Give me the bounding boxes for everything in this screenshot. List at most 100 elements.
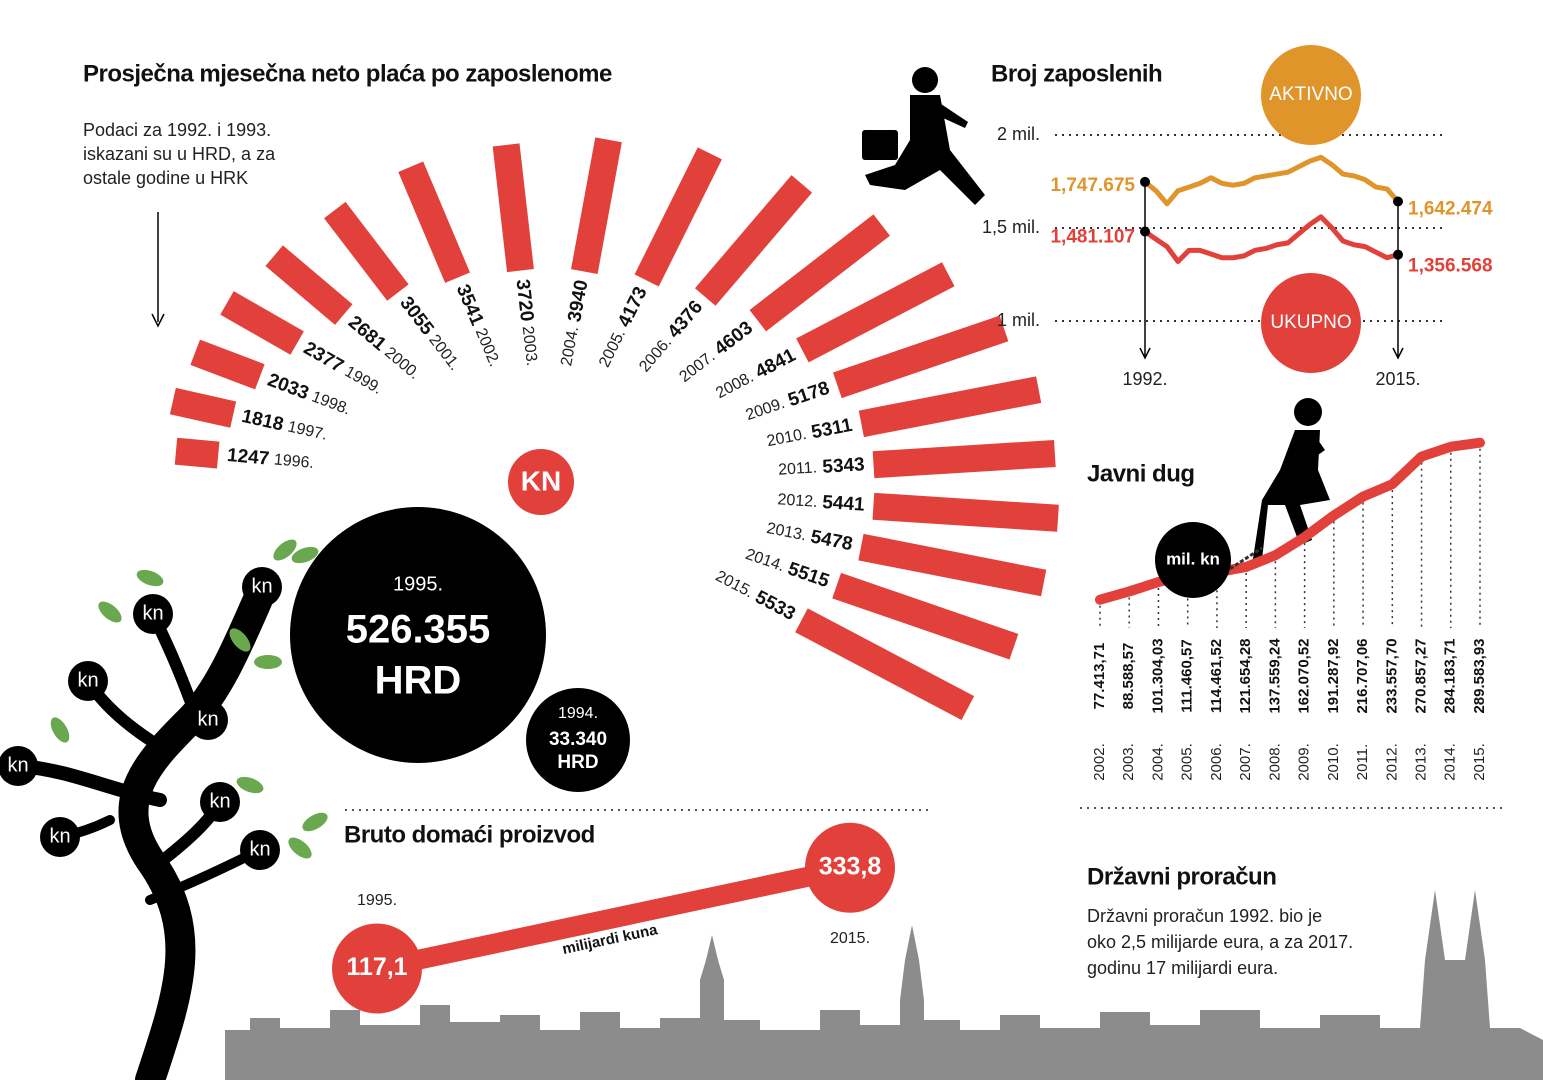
coin-label: kn <box>142 602 163 624</box>
value-label: 117,1 <box>346 953 407 981</box>
bar-year-label: 2010. <box>765 426 808 450</box>
bar-year-label: 2006. <box>636 334 675 376</box>
bar <box>749 214 890 332</box>
bar <box>833 315 1009 399</box>
coin-label: kn <box>7 754 28 776</box>
bar <box>324 201 409 301</box>
climbing-woman <box>1252 398 1330 565</box>
value-label: 191.287,92 <box>1325 638 1342 713</box>
bubble <box>290 507 546 763</box>
bar <box>398 161 470 283</box>
bar-value-label: 2377 <box>300 338 347 377</box>
bar-year-label: 2009. <box>744 395 787 424</box>
bar-value-label: 3541 <box>452 282 488 330</box>
bubble-year: 1994. <box>558 705 598 722</box>
y-tick-label: 1,5 mil. <box>982 217 1040 237</box>
bar-year-label: 1996. <box>273 451 314 472</box>
tree <box>13 575 277 1085</box>
bar <box>796 262 955 363</box>
bar-value-label: 5533 <box>752 587 799 625</box>
bar-value-label: 4376 <box>664 297 707 343</box>
value-label: 114.461,52 <box>1208 639 1225 713</box>
value-label: 111.460,57 <box>1179 639 1196 712</box>
legend-badge <box>1261 45 1361 145</box>
x-tick-label: 2014. <box>1442 743 1459 781</box>
x-tick-label: 1992. <box>1122 369 1167 389</box>
x-tick-label: 2010. <box>1325 743 1342 781</box>
bar <box>858 533 1047 597</box>
coin <box>188 700 228 740</box>
legend-label: UKUPNO <box>1270 312 1351 333</box>
x-tick-label: 2008. <box>1266 743 1283 781</box>
value-label: 333,8 <box>819 852 882 880</box>
bar <box>872 492 1059 532</box>
coin-label: kn <box>77 669 98 691</box>
dot <box>805 822 895 913</box>
x-tick-label: 2003. <box>1120 743 1137 781</box>
bar-value-label: 3720 <box>512 278 538 322</box>
legend-label: AKTIVNO <box>1269 84 1352 105</box>
coin-label: kn <box>197 708 218 730</box>
year-label: 1995. <box>357 892 397 909</box>
bar-value-label: 5178 <box>785 378 832 412</box>
unit-badge <box>508 449 574 515</box>
x-tick-label: 2009. <box>1296 743 1313 781</box>
bar-value-label: 5441 <box>822 492 866 516</box>
coin <box>40 817 80 857</box>
budget-text: Državni proračun 1992. bio je <box>1087 906 1322 926</box>
y-tick-label: 2 mil. <box>997 124 1040 144</box>
value-label: 88.588,57 <box>1120 643 1137 710</box>
bubble-unit: HRD <box>375 659 462 703</box>
bubble-unit: HRD <box>557 752 598 773</box>
bar <box>571 137 622 274</box>
line <box>1143 154 1400 207</box>
value-label: 101.304,03 <box>1149 638 1166 713</box>
coin-label: kn <box>249 838 270 860</box>
bar-value-label: 1818 <box>240 406 286 436</box>
bar-year-label: 2002. <box>472 326 503 370</box>
bar-year-label: 2015. <box>713 568 756 602</box>
ball <box>1155 522 1231 598</box>
coin <box>240 830 280 870</box>
bar <box>174 437 220 469</box>
bar-year-label: 2013. <box>765 520 808 544</box>
bar <box>220 291 304 355</box>
chart-note: iskazani su u HRD, a za <box>83 144 276 164</box>
budget-text: oko 2,5 milijarde eura, a za 2017. <box>1087 932 1353 952</box>
bar-year-label: 1998. <box>309 388 352 418</box>
x-tick-label: 2004. <box>1149 743 1166 781</box>
value-label: 77.413,71 <box>1091 643 1108 710</box>
x-tick-label: 2002. <box>1091 743 1108 781</box>
bar-value-label: 5343 <box>822 454 865 478</box>
x-tick-label: 2011. <box>1354 744 1371 780</box>
bar-year-label: 2001. <box>425 332 463 374</box>
x-tick-label: 2015. <box>1375 369 1420 389</box>
x-tick-label: 2005. <box>1179 743 1196 781</box>
bar <box>872 440 1056 479</box>
bar-value-label: 1247 <box>226 445 270 470</box>
bar-value-label: 2033 <box>265 370 312 405</box>
value-label: 216.707,06 <box>1354 638 1371 713</box>
bar-value-label: 3055 <box>395 293 438 340</box>
y-tick-label: 1 mil. <box>997 310 1040 330</box>
coin <box>200 782 240 822</box>
bar-value-label: 3940 <box>564 278 592 323</box>
x-tick-label: 2012. <box>1383 743 1400 781</box>
bar <box>694 175 813 306</box>
tree-leaves <box>50 539 328 859</box>
bar-year-label: 2012. <box>777 491 818 511</box>
bar <box>190 339 265 390</box>
value-label: 1,356.568 <box>1408 256 1493 277</box>
running-man <box>862 67 985 205</box>
bar-year-label: 1999. <box>342 363 385 398</box>
value-label: 121.654,28 <box>1237 638 1254 713</box>
value-label: 289.583,93 <box>1471 638 1488 713</box>
chain <box>1224 546 1263 574</box>
chart-title: Bruto domaći proizvod <box>344 821 595 848</box>
bar-year-label: 2007. <box>676 348 718 386</box>
x-tick-label: 2015. <box>1471 743 1488 781</box>
value-label: 1,481.107 <box>1050 227 1135 248</box>
bar-year-label: 2003. <box>519 325 540 367</box>
coin <box>242 567 282 607</box>
